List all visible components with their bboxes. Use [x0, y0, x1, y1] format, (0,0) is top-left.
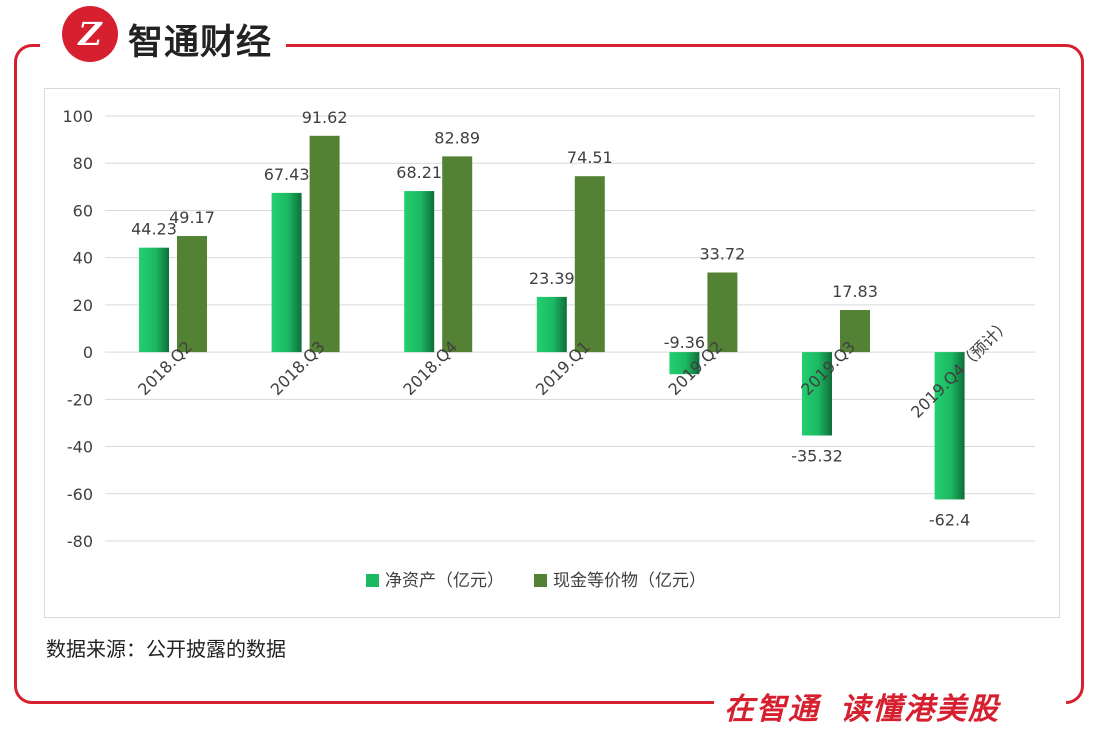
bar-cash-equivalents [177, 236, 207, 353]
source-note: 数据来源：公开披露的数据 [46, 637, 286, 661]
data-label: 68.21 [396, 163, 442, 182]
bar-cash-equivalents [574, 176, 605, 353]
bar-cash-equivalents [309, 135, 340, 353]
bar-net-assets [404, 191, 435, 353]
bar-net-assets [139, 247, 169, 353]
y-tick-label: 0 [83, 343, 93, 362]
chart-area: 100 80 60 40 20 0 -20 -40 -60 -80 44.23 49.17 2018.Q… [44, 88, 1060, 618]
brand-name: 智通财经 [128, 23, 273, 63]
data-label: -35.32 [791, 447, 843, 466]
y-tick-label: -80 [67, 532, 93, 551]
bar-cash-equivalents [707, 272, 738, 353]
slogan: 在智通 读懂港美股 [724, 684, 1000, 728]
data-label: 74.51 [567, 148, 613, 167]
bar-net-assets [536, 296, 567, 353]
legend-label: 现金等价物（亿元） [553, 571, 706, 591]
slogan-part1: 在智通 [724, 692, 820, 727]
legend-label: 净资产（亿元） [385, 571, 504, 591]
y-tick-label: 60 [73, 201, 93, 220]
legend-swatch [534, 574, 547, 587]
y-tick-label: 20 [73, 296, 93, 315]
chart-frame [14, 44, 1084, 704]
bar-cash-equivalents [442, 156, 473, 353]
bar-chart: 100806040200-20-40-60-8044.2349.172018.Q… [62, 107, 1035, 591]
data-label: 17.83 [832, 282, 878, 301]
brand-logo: Z [62, 6, 118, 62]
data-label: 49.17 [169, 208, 215, 227]
y-tick-label: -60 [67, 485, 93, 504]
bar-net-assets [934, 352, 965, 500]
bar-cash-equivalents [840, 310, 870, 353]
data-label: -62.4 [929, 510, 970, 529]
y-tick-label: 40 [73, 249, 93, 268]
data-label: 91.62 [302, 108, 348, 127]
y-tick-label: -20 [67, 390, 93, 409]
y-tick-label: -40 [67, 438, 93, 457]
data-label: 44.23 [131, 220, 177, 239]
data-label: -9.36 [664, 333, 705, 352]
data-label: 33.72 [699, 244, 745, 263]
bar-net-assets [802, 352, 832, 436]
y-tick-label: 100 [62, 107, 93, 126]
bar-net-assets [271, 192, 302, 353]
y-tick-label: 80 [73, 154, 93, 173]
legend-swatch [366, 574, 379, 587]
data-label: 82.89 [434, 128, 480, 147]
bar-net-assets [669, 352, 700, 375]
data-label: 67.43 [264, 165, 310, 184]
slogan-part2: 读懂港美股 [840, 692, 1000, 727]
slogan-mask [714, 684, 1066, 724]
data-label: 23.39 [529, 269, 575, 288]
